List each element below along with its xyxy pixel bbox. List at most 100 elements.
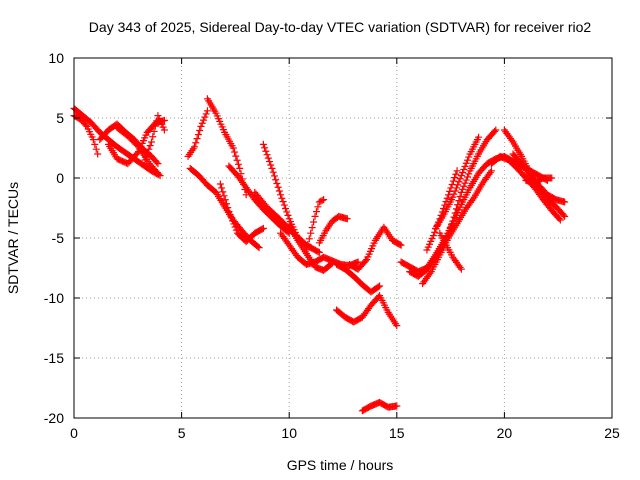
data-point	[232, 226, 240, 234]
data-points	[70, 95, 569, 415]
data-point	[311, 212, 319, 220]
data-point	[145, 145, 153, 153]
series-arc-9	[203, 95, 250, 199]
x-tick-label: 25	[604, 425, 620, 441]
data-point	[191, 143, 199, 151]
data-point	[459, 185, 467, 193]
data-point	[304, 240, 312, 248]
series-arc-15	[285, 222, 336, 274]
data-point	[201, 113, 209, 121]
data-point	[92, 145, 100, 153]
data-point	[203, 107, 211, 115]
data-point	[270, 172, 278, 180]
data-point	[154, 160, 162, 168]
data-point	[278, 194, 286, 202]
data-point	[454, 181, 462, 189]
data-point	[462, 176, 470, 184]
data-point	[282, 205, 290, 213]
y-tick-label: -5	[52, 230, 65, 246]
data-point	[555, 215, 563, 223]
data-point	[307, 229, 315, 237]
y-axis-label: SDTVAR / TECUs	[5, 182, 21, 294]
data-point	[426, 269, 434, 277]
data-point	[456, 263, 464, 271]
data-point	[196, 126, 204, 134]
series-arc-10	[216, 180, 267, 246]
data-point	[318, 196, 326, 204]
data-point	[268, 164, 276, 172]
axis-ticks: 0 5 10 15 20 25 -20 -15 -10 -5 0 5 10	[44, 50, 620, 441]
data-point	[397, 241, 405, 249]
y-tick-label: -20	[44, 410, 64, 426]
data-point	[160, 126, 168, 134]
data-point	[561, 212, 569, 220]
data-point	[451, 209, 459, 217]
data-point	[267, 161, 275, 169]
data-point	[457, 188, 465, 196]
data-point	[469, 195, 477, 203]
data-point	[508, 136, 516, 144]
data-point	[269, 168, 277, 176]
data-point	[236, 164, 244, 172]
data-point	[308, 224, 316, 232]
data-point	[259, 140, 267, 148]
series-arc-26	[436, 229, 465, 273]
data-point	[194, 131, 202, 139]
data-point	[457, 265, 465, 273]
data-point	[361, 257, 369, 265]
x-axis-label: GPS time / hours	[287, 457, 394, 473]
data-point	[91, 140, 99, 148]
x-tick-label: 0	[70, 425, 78, 441]
data-point	[429, 232, 437, 240]
data-point	[89, 136, 97, 144]
data-point	[221, 196, 229, 204]
data-point	[147, 138, 155, 146]
data-point	[222, 200, 230, 208]
data-point	[258, 225, 266, 233]
series-arc-2	[70, 112, 102, 158]
series-arc-31	[522, 174, 556, 187]
series-arc-27	[432, 133, 483, 232]
series-arc-23	[406, 126, 500, 280]
data-point	[149, 133, 157, 141]
data-point	[450, 213, 458, 221]
data-point	[314, 203, 322, 211]
data-point	[314, 248, 322, 256]
y-tick-label: 10	[48, 50, 64, 66]
data-point	[393, 402, 401, 410]
y-tick-label: 5	[56, 110, 64, 126]
data-point	[151, 122, 159, 130]
data-point	[459, 169, 467, 177]
data-point	[155, 170, 163, 178]
data-point	[156, 172, 164, 180]
data-point	[443, 194, 451, 202]
data-point	[312, 208, 320, 216]
data-point	[354, 258, 362, 266]
data-point	[441, 201, 449, 209]
data-point	[200, 116, 208, 124]
data-point	[486, 169, 494, 177]
data-point	[216, 180, 224, 188]
data-point	[232, 152, 240, 160]
series-arc-6	[113, 124, 164, 180]
x-tick-label: 15	[389, 425, 405, 441]
data-point	[229, 217, 237, 225]
data-point	[454, 201, 462, 209]
data-point	[227, 214, 235, 222]
data-point	[273, 179, 281, 187]
data-point	[224, 204, 232, 212]
data-point	[457, 172, 465, 180]
data-point	[220, 192, 228, 200]
data-point	[465, 153, 473, 161]
data-point	[461, 162, 469, 170]
data-point	[230, 220, 238, 228]
data-point	[280, 201, 288, 209]
series-arc-28	[487, 152, 564, 224]
data-point	[310, 218, 318, 226]
data-point	[192, 139, 200, 147]
data-point	[226, 211, 234, 219]
data-point	[305, 235, 313, 243]
data-point	[283, 208, 291, 216]
data-point	[233, 156, 241, 164]
data-point	[556, 216, 564, 224]
